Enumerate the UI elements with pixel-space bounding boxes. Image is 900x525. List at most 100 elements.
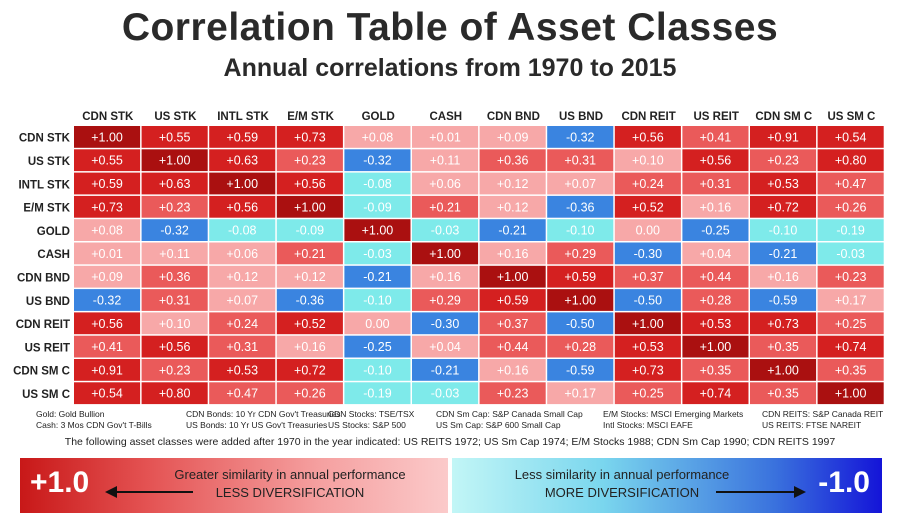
heatmap-cell-label: -0.21 (431, 363, 460, 377)
heatmap-cell (141, 219, 208, 241)
note-bonds: CDN Bonds: 10 Yr CDN Gov't Treasuries US… (186, 409, 341, 431)
heatmap-cell (209, 359, 276, 381)
heatmap-cell-label: +0.16 (294, 340, 326, 354)
heatmap-cell (344, 195, 411, 218)
heatmap-cell-label: +0.12 (294, 270, 326, 284)
heatmap-cell-label: +0.31 (226, 340, 258, 354)
heatmap-cell-label: -0.19 (836, 224, 865, 238)
heatmap-cell (412, 149, 479, 172)
note-us-reits: US REITS: FTSE NAREIT (762, 420, 862, 430)
heatmap-cell-label: +0.36 (497, 154, 529, 168)
heatmap-cell-label: +0.11 (159, 247, 190, 261)
heatmap-cell (209, 335, 276, 358)
heatmap-cell-label: +0.23 (767, 154, 799, 168)
row-header-cdn-sm-c: CDN SM C (13, 366, 70, 378)
heatmap-cell-label: +0.24 (632, 177, 664, 191)
heatmap-cell (412, 219, 479, 241)
heatmap-cell (141, 335, 208, 358)
heatmap-cell-label: +0.16 (700, 200, 732, 214)
col-header-cdn-sm-c: CDN SM C (755, 111, 812, 123)
heatmap-cell-label: +0.35 (835, 363, 867, 377)
heatmap-cell-label: +0.07 (564, 177, 596, 191)
heatmap-cell (209, 382, 276, 405)
heatmap-cell (479, 382, 546, 405)
heatmap-cell-label: +0.25 (835, 317, 867, 331)
heatmap-cell (344, 382, 411, 405)
heatmap-cell (547, 172, 614, 195)
heatmap-cell-label: +0.56 (159, 340, 191, 354)
heatmap-cell (276, 172, 343, 195)
heatmap-cell-label: -0.08 (363, 177, 392, 191)
heatmap-cell-label: +0.10 (159, 317, 191, 331)
heatmap-cell-label: +1.00 (226, 177, 258, 191)
heatmap-cell-label: +0.08 (362, 130, 394, 144)
heatmap-cell (750, 242, 817, 265)
heatmap-cell (682, 172, 749, 195)
heatmap-cell-label: +0.56 (632, 130, 664, 144)
heatmap-cell-label: +0.59 (497, 294, 529, 308)
heatmap-cell-label: +1.00 (835, 387, 867, 401)
heatmap-cell-label: +0.12 (497, 177, 529, 191)
heatmap-cell-label: +1.00 (767, 363, 799, 377)
heatmap-cell-label: +0.52 (294, 317, 326, 331)
heatmap-cell-label: +0.09 (91, 270, 123, 284)
heatmap-cell-label: +0.52 (632, 200, 664, 214)
heatmap-cell-label: +0.29 (564, 247, 596, 261)
note-reits: CDN REITS: S&P Canada REIT US REITS: FTS… (762, 409, 883, 431)
legend-negative-value: -1.0 (818, 466, 870, 499)
heatmap-cell-label: +0.56 (700, 154, 732, 168)
heatmap-cell-label: +0.59 (226, 130, 258, 144)
heatmap-cell-label: +0.31 (159, 294, 191, 308)
heatmap-cell-label: +0.35 (767, 387, 799, 401)
heatmap-cell (141, 359, 208, 381)
heatmap-cell-label: +0.56 (91, 317, 123, 331)
heatmap-cell (750, 312, 817, 335)
note-gold-cash: Gold: Gold Bullion Cash: 3 Mos CDN Gov't… (36, 409, 152, 431)
heatmap-cell (479, 289, 546, 311)
row-header-us-bnd: US BND (26, 296, 70, 308)
heatmap-cell (209, 312, 276, 335)
heatmap-cell (682, 219, 749, 241)
heatmap-cell (547, 359, 614, 381)
heatmap-cell (817, 335, 884, 358)
heatmap-cell-label: +0.54 (835, 130, 867, 144)
heatmap-cell-label: +0.01 (429, 130, 461, 144)
heatmap-cell (817, 382, 884, 405)
heatmap-cell-label: -0.36 (566, 200, 595, 214)
note-cdn-sm-cap: CDN Sm Cap: S&P Canada Small Cap (436, 409, 583, 419)
col-header-e-m-stk: E/M STK (287, 111, 334, 123)
heatmap-cell (547, 219, 614, 241)
heatmap-cell-label: +0.16 (429, 270, 461, 284)
heatmap-cell (74, 312, 141, 335)
heatmap-cell-label: -0.32 (566, 130, 595, 144)
note-cdn-stocks: CDN Stocks: TSE/TSX (328, 409, 415, 419)
heatmap-cell (276, 289, 343, 311)
heatmap-cell (614, 195, 681, 218)
heatmap-cell-label: +0.47 (226, 387, 258, 401)
legend-positive-band: +1.0 Greater similarity in annual perfor… (20, 458, 448, 513)
arrow-left-icon (105, 486, 193, 498)
heatmap-cell-label: +0.53 (767, 177, 799, 191)
heatmap-cell-label: +0.72 (767, 200, 799, 214)
note-em-stocks: E/M Stocks: MSCI Emerging Markets (603, 409, 744, 419)
heatmap-cell-label: +0.41 (700, 130, 732, 144)
heatmap-cell-label: +0.47 (835, 177, 867, 191)
heatmap-cell (547, 195, 614, 218)
heatmap-cell-label: +0.55 (91, 154, 123, 168)
heatmap-cell-label: +0.23 (159, 200, 191, 214)
heatmap-cell (682, 265, 749, 288)
heatmap-cell (614, 149, 681, 172)
heatmap-cell (817, 219, 884, 241)
heatmap-cell-label: +0.36 (159, 270, 191, 284)
heatmap-cell (547, 382, 614, 405)
heatmap-cell-label: +1.00 (564, 294, 596, 308)
legend-positive-line1: Greater similarity in annual performance (174, 467, 406, 482)
heatmap-cell (479, 335, 546, 358)
heatmap-cell (209, 195, 276, 218)
heatmap-cell (344, 289, 411, 311)
heatmap-cell-label: -0.32 (363, 154, 392, 168)
heatmap-cell-label: +0.53 (226, 363, 258, 377)
heatmap-cell-label: +0.16 (767, 270, 799, 284)
heatmap-cell (547, 126, 614, 148)
heatmap-cell-label: -0.59 (566, 363, 595, 377)
